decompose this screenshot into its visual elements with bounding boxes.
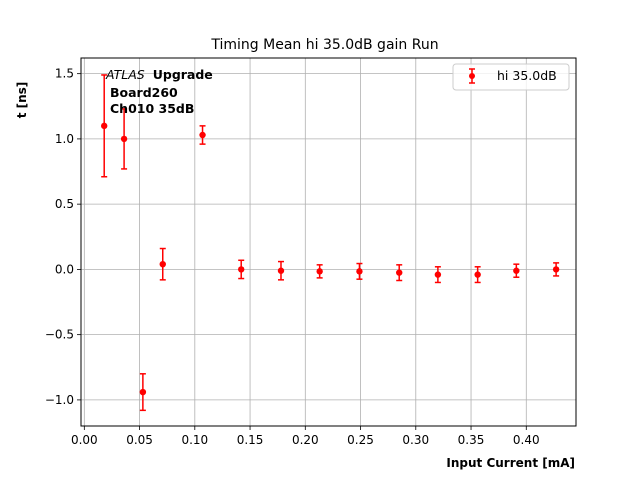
y-tick-label: 1.5 [55,67,74,81]
y-tick-label: 0.5 [55,197,74,211]
data-point [474,271,481,278]
x-axis-ticks: 0.00 0.05 0.10 0.15 0.20 0.25 0.30 0.35 0.40 [71,426,540,447]
data-point [552,266,560,273]
legend-label: hi 35.0dB [497,68,557,83]
x-tick-label: 0.20 [292,433,319,447]
y-tick-label: 1.0 [55,132,74,146]
annotation-channel: Ch010 35dB [110,101,194,116]
x-tick-label: 0.05 [126,433,153,447]
annotation-atlas: ATLAS [105,67,145,82]
y-axis-ticks: −1.0 −0.5 0.0 0.5 1.0 1.5 [45,67,81,407]
data-point [513,267,520,274]
x-tick-label: 0.25 [347,433,374,447]
data-point [238,266,245,273]
legend-marker [469,68,475,84]
data-point [139,388,147,396]
x-tick-label: 0.15 [237,433,264,447]
x-axis-label: Input Current [mA] [446,456,575,470]
data-point [159,260,166,268]
plot-frame [80,57,577,427]
data-point [316,268,323,275]
x-tick-label: 0.00 [71,433,98,447]
data-point [101,122,108,130]
atlas-annotation: ATLAS Upgrade Board260 Ch010 35dB [105,67,213,116]
svg-text:ATLAS Upgrade: ATLAS Upgrade [105,67,213,82]
data-point [434,271,442,278]
y-axis-label: t [ns] [15,82,29,119]
chart-title: Timing Mean hi 35.0dB gain Run [210,37,438,53]
annotation-upgrade: Upgrade [153,67,213,82]
y-tick-label: 0.0 [55,262,74,276]
data-point [356,268,363,275]
data-point [277,267,285,274]
x-tick-label: 0.10 [181,433,208,447]
x-tick-label: 0.30 [402,433,429,447]
data-point [120,135,128,143]
y-tick-label: −0.5 [45,328,74,342]
y-tick-label: −1.0 [45,393,74,407]
legend: hi 35.0dB [452,63,570,91]
x-tick-label: 0.35 [458,433,485,447]
data-point [199,131,206,139]
data-point [396,269,403,276]
annotation-board: Board260 [110,85,178,100]
legend-box [452,63,570,91]
x-tick-label: 0.40 [513,433,540,447]
data-points [101,74,560,412]
